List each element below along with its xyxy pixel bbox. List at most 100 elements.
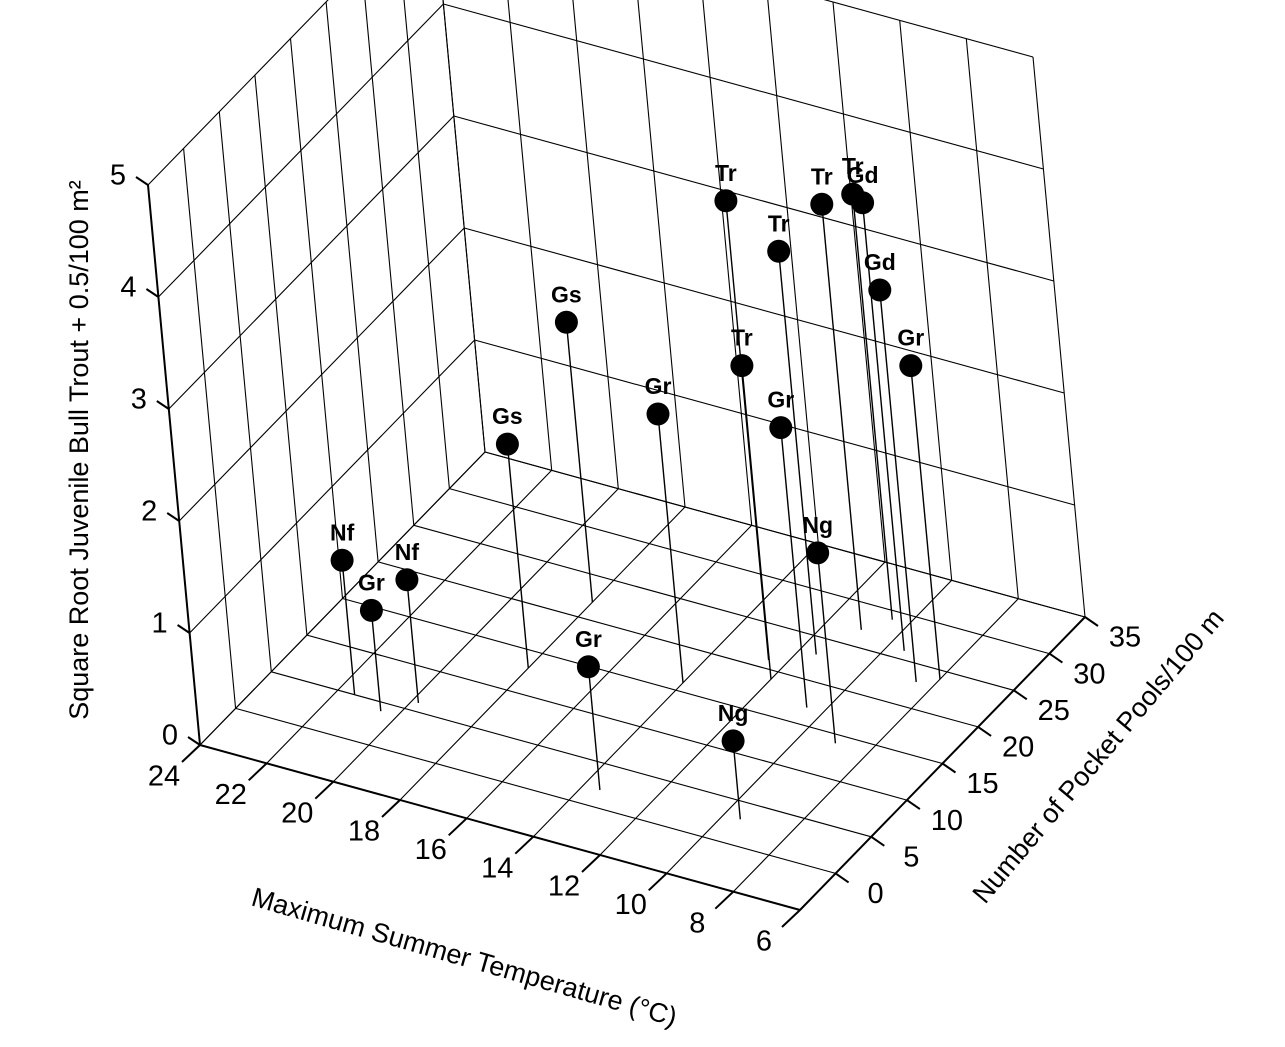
z-tick-mark [156,400,170,410]
x-tick-label: 24 [148,761,180,793]
x-tick-label: 14 [481,852,513,884]
back-wall-gridline [442,0,486,453]
x-tick-mark [181,744,201,763]
back-wall-gridline [572,0,619,489]
left-wall-gridline [289,38,344,599]
data-point [714,189,738,213]
z-tick-mark [187,736,201,746]
x-tick-label: 16 [415,834,447,866]
z-tick-label: 0 [162,720,178,752]
drop-line [780,427,808,708]
back-wall-gridline [443,3,1044,170]
data-point-label: Gr [575,626,602,652]
x-tick-label: 20 [281,797,313,829]
data-point [810,192,834,216]
z-tick-label: 4 [120,272,136,304]
drop-line [506,444,529,669]
y-tick-mark [835,872,850,884]
data-point-label: Gd [847,162,879,188]
data-point-label: Gd [864,249,896,275]
floor-gridline [271,671,872,838]
left-wall-gridline [442,0,486,453]
z-tick-mark [135,176,149,186]
data-point-label: Gr [767,387,794,413]
y-tick-label: 15 [966,768,998,800]
drop-line [732,740,741,820]
drop-line [821,204,862,630]
y-tick-label: 0 [868,878,884,910]
back-wall-gridline [484,451,1086,618]
drop-line [406,579,420,703]
data-point-label: Tr [811,163,833,189]
left-wall-gridline [189,339,475,634]
y-tick-mark [906,799,921,810]
data-point-label: Gs [551,281,582,307]
drop-line [370,610,382,712]
data-point [330,548,354,572]
data-point-label: Tr [842,153,864,179]
back-wall-gridline [832,1,886,563]
back-wall-gridline [702,0,753,526]
back-wall-gridline [899,20,953,581]
z-tick-label: 3 [131,384,147,416]
data-point-label: Tr [715,160,737,186]
data-point [554,310,578,334]
z-tick-mark [177,624,191,634]
data-point-label: Tr [768,210,790,236]
data-point [576,655,600,679]
y-tick-label: 30 [1073,658,1105,690]
data-point-label: Gr [897,325,924,351]
data-point-label: Ng [802,512,833,538]
data-point [868,278,892,302]
z-axis-line [147,184,201,746]
back-wall-gridline [453,115,1054,282]
drop-line [817,552,837,744]
data-point [721,729,745,753]
drop-line [341,560,356,695]
x-tick-mark [714,890,734,910]
data-point-label: Gr [358,569,385,595]
x-tick-mark [448,817,468,837]
back-wall-gridline [1032,56,1086,618]
left-wall-gridline [178,227,465,522]
drop-line [587,666,601,791]
left-wall-gridline [183,148,237,709]
drop-line [657,413,684,683]
z-tick-label: 5 [110,160,126,192]
data-point-label: Nf [395,539,420,565]
data-point [851,191,875,215]
y-tick-label: 10 [931,805,963,837]
left-wall-gridline [364,0,415,526]
floor-gridline [342,597,943,765]
x-axis-line [199,744,801,911]
data-point-label: Ng [718,700,749,726]
drop-line [852,194,893,620]
x-tick-mark [648,872,668,892]
x-tick-mark [381,799,401,818]
back-wall-gridline [637,0,686,508]
y-tick-label: 35 [1109,622,1141,654]
x-tick-label: 8 [689,907,705,939]
data-point-label: Tr [731,325,753,351]
grid-layer [147,0,1086,911]
z-tick-mark [145,288,159,298]
y-tick-mark [941,762,957,774]
drop-line [910,365,941,680]
data-point [769,416,793,440]
drop-lines [341,194,941,820]
x-tick-label: 10 [615,889,647,921]
x-tick-mark [581,854,601,873]
x-tick-mark [514,835,534,855]
data-point [730,354,754,378]
axes-frame [135,176,1099,928]
floor-gridline [235,707,836,874]
y-tick-mark [870,835,885,847]
back-wall-gridline [965,38,1019,599]
y-tick-mark [1084,616,1099,627]
y-tick-label: 20 [1002,732,1034,764]
floor-gridline [449,488,1050,655]
left-wall-gridline [403,0,450,489]
